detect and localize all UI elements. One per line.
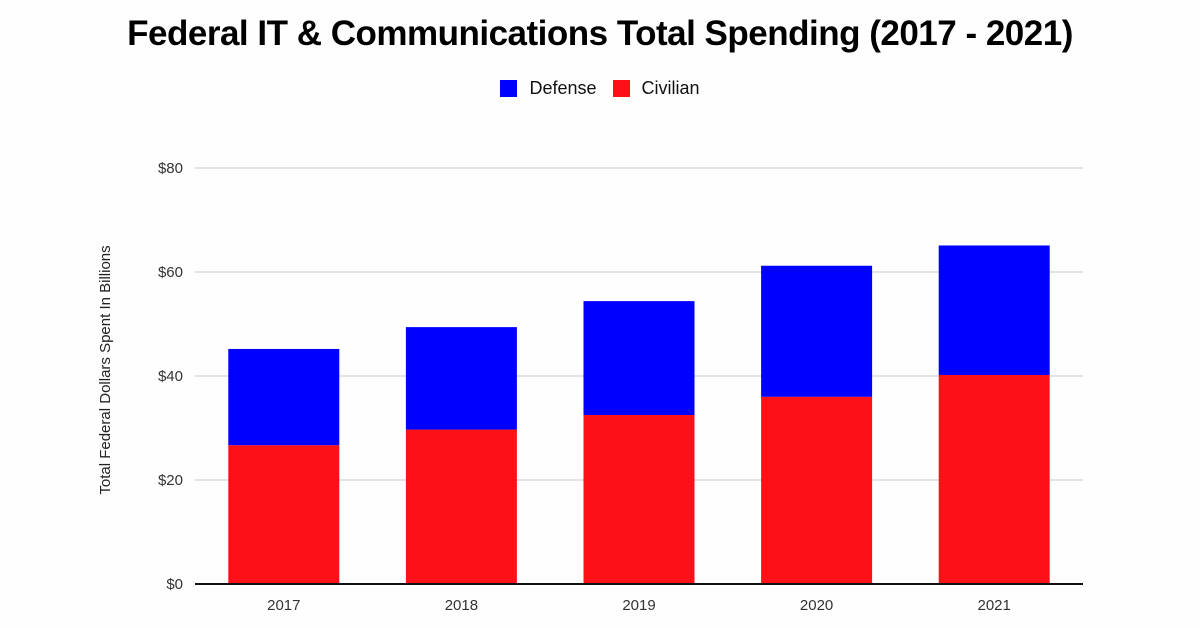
legend-swatch-civilian [612,80,630,97]
y-tick-label: $40 [158,368,183,385]
x-tick-label: 2017 [267,597,300,614]
x-tick-label: 2019 [622,597,655,614]
chart-title: Federal IT & Communications Total Spendi… [127,14,1073,53]
legend: Defense Civilian [0,78,1200,99]
y-tick-label: $60 [158,264,183,281]
bar-civilian-2019 [583,415,695,584]
y-axis-label: Total Federal Dollars Spent In Billions [97,245,114,494]
legend-item-civilian: Civilian [612,78,700,99]
x-tick-label: 2018 [445,597,478,614]
bar-defense-2017 [228,348,340,446]
x-tick-labels: 2017 2018 2019 2020 2021 [267,597,1011,614]
y-tick-label: $80 [158,160,183,177]
bar-civilian-2017 [228,445,340,584]
legend-label-civilian: Civilian [641,78,700,98]
bar-civilian-2020 [761,396,873,584]
bar-defense-2021 [938,245,1050,375]
bars [228,245,1050,584]
y-tick-labels: $0 $20 $40 $60 $80 [158,160,183,593]
bar-defense-2019 [583,301,695,415]
x-tick-label: 2021 [978,597,1011,614]
x-tick-label: 2020 [800,597,833,614]
bar-civilian-2018 [405,429,517,584]
bar-civilian-2021 [938,374,1050,584]
bar-defense-2020 [761,265,873,397]
y-tick-label: $20 [158,472,183,489]
y-tick-label: $0 [166,576,183,593]
legend-swatch-defense [500,80,518,97]
legend-item-defense: Defense [500,78,597,99]
legend-label-defense: Defense [529,78,597,98]
bar-defense-2018 [405,327,517,430]
